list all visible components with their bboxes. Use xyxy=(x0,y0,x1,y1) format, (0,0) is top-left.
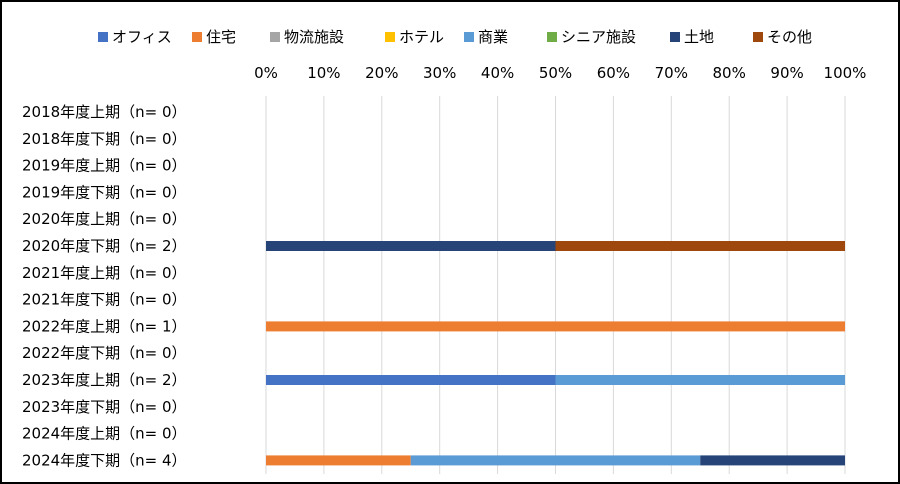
category-label: 2018年度上期（n= 0） xyxy=(22,103,187,121)
bars xyxy=(266,241,845,466)
bar-segment xyxy=(266,455,411,466)
legend-swatch xyxy=(192,32,202,42)
x-tick-label: 100% xyxy=(824,64,867,82)
x-tick-label: 80% xyxy=(713,64,746,82)
legend-label: オフィス xyxy=(112,28,172,46)
bar-segment xyxy=(555,241,845,251)
legend-label: シニア施設 xyxy=(561,28,636,46)
bar-segment xyxy=(700,455,845,466)
x-tick-label: 70% xyxy=(655,64,688,82)
x-axis-ticks: 0% 10% 20% 30% 40% 50% 60% 70% 80% 90% 100% xyxy=(254,64,866,82)
legend-entry: 商業 xyxy=(464,28,508,46)
legend-swatch xyxy=(270,32,280,42)
category-label: 2024年度上期（n= 0） xyxy=(22,425,187,443)
legend-entry: その他 xyxy=(753,28,812,46)
x-tick-label: 40% xyxy=(481,64,514,82)
y-axis-categories: 2018年度上期（n= 0） 2018年度下期（n= 0） 2019年度上期（n= … xyxy=(22,103,187,469)
bar-segment xyxy=(266,375,556,385)
legend-entry: オフィス xyxy=(98,28,172,46)
category-label: 2020年度上期（n= 0） xyxy=(22,210,187,228)
legend-label: その他 xyxy=(767,28,812,46)
bar-segment xyxy=(410,455,701,466)
legend-label: 住宅 xyxy=(206,28,236,46)
legend-entry: 土地 xyxy=(670,28,714,46)
category-label: 2023年度上期（n= 2） xyxy=(22,371,187,389)
legend-swatch xyxy=(547,32,557,42)
legend-swatch xyxy=(464,32,474,42)
legend-swatch xyxy=(753,32,763,42)
x-tick-label: 60% xyxy=(597,64,630,82)
x-tick-label: 50% xyxy=(539,64,572,82)
legend-entry: シニア施設 xyxy=(547,28,636,46)
category-label: 2019年度下期（n= 0） xyxy=(22,183,187,201)
category-label: 2018年度下期（n= 0） xyxy=(22,130,187,148)
legend-swatch xyxy=(98,32,108,42)
category-label: 2021年度下期（n= 0） xyxy=(22,291,187,309)
category-label: 2024年度下期（n= 4） xyxy=(22,451,187,469)
category-label: 2020年度下期（n= 2） xyxy=(22,237,187,255)
legend: オフィス 住宅 物流施設 ホテル 商業 シニア施設 土地 その他 xyxy=(98,28,812,46)
legend-label: 物流施設 xyxy=(284,28,344,46)
legend-entry: ホテル xyxy=(385,28,444,46)
category-label: 2023年度下期（n= 0） xyxy=(22,398,187,416)
bar-segment xyxy=(266,241,556,251)
legend-entry: 物流施設 xyxy=(270,28,344,46)
legend-label: 土地 xyxy=(684,28,714,46)
legend-swatch xyxy=(385,32,395,42)
legend-entry: 住宅 xyxy=(192,28,236,46)
legend-label: ホテル xyxy=(399,28,444,46)
category-label: 2019年度上期（n= 0） xyxy=(22,157,187,175)
category-label: 2022年度下期（n= 0） xyxy=(22,344,187,362)
bar-segment xyxy=(266,321,845,332)
x-tick-label: 10% xyxy=(307,64,340,82)
x-tick-label: 90% xyxy=(770,64,803,82)
legend-label: 商業 xyxy=(478,28,508,46)
gridlines xyxy=(265,96,846,474)
legend-swatch xyxy=(670,32,680,42)
x-tick-label: 20% xyxy=(365,64,398,82)
x-tick-label: 0% xyxy=(254,64,278,82)
x-tick-label: 30% xyxy=(423,64,456,82)
category-label: 2022年度上期（n= 1） xyxy=(22,317,187,335)
bar-segment xyxy=(555,375,845,385)
category-label: 2021年度上期（n= 0） xyxy=(22,264,187,282)
